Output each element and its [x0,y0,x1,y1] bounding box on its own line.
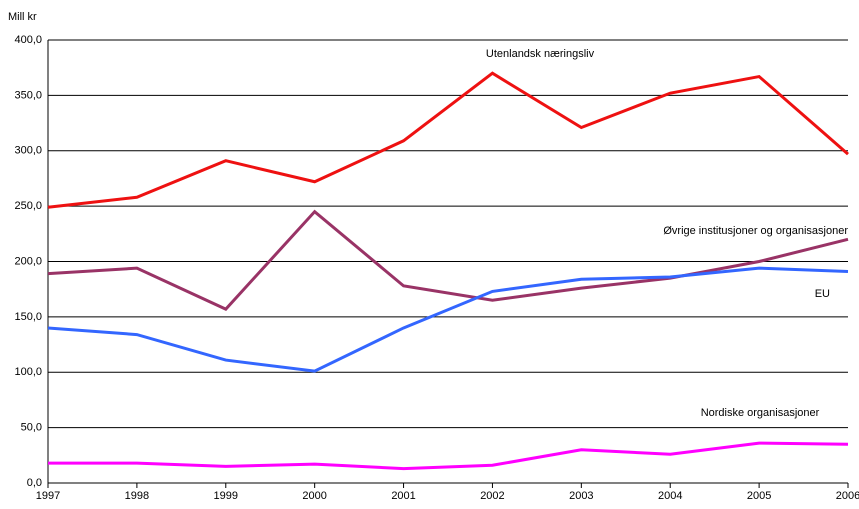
x-tick-label: 2001 [391,490,415,502]
y-tick-label: 350,0 [14,89,42,101]
x-tick-label: 2003 [569,490,593,502]
series-line [47,209,849,311]
y-tick-label: 250,0 [14,200,42,212]
y-tick-label: 400,0 [14,34,42,46]
series-label: Nordiske organisasjoner [701,407,820,419]
x-tick-label: 1999 [214,490,238,502]
series-label: EU [815,288,830,300]
x-tick-label: 2006 [836,490,859,502]
y-tick-label: 0,0 [27,477,42,489]
x-tick-label: 1998 [125,490,149,502]
x-tick-label: 2002 [480,490,504,502]
series-line [47,266,849,373]
x-tick-label: 2000 [302,490,326,502]
series-label: Øvrige institusjoner og organisasjoner [663,225,848,237]
series-line [48,441,849,471]
y-tick-label: 200,0 [14,255,42,267]
series-line [47,71,849,209]
y-axis-label: Mill kr [8,11,37,23]
series-label: Utenlandsk næringsliv [486,48,595,60]
y-tick-label: 50,0 [21,422,42,434]
x-tick-label: 1997 [36,490,60,502]
x-tick-label: 2004 [658,490,682,502]
y-tick-label: 300,0 [14,145,42,157]
y-tick-label: 100,0 [14,366,42,378]
y-tick-label: 150,0 [14,311,42,323]
x-tick-label: 2005 [747,490,771,502]
